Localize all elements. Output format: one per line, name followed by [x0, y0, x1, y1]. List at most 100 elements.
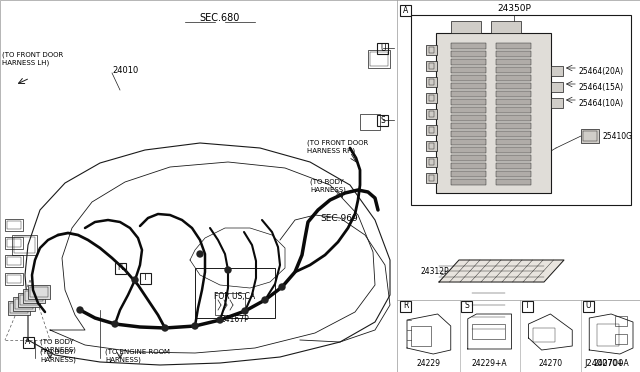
- Bar: [7, 239, 21, 247]
- Bar: [140, 273, 150, 283]
- Text: SEC.680: SEC.680: [200, 13, 240, 23]
- Bar: [426, 125, 437, 135]
- Circle shape: [279, 284, 285, 290]
- Bar: [429, 47, 434, 53]
- Bar: [581, 129, 599, 143]
- Bar: [429, 111, 434, 117]
- Bar: [360, 114, 380, 130]
- Bar: [551, 66, 563, 76]
- Bar: [583, 131, 597, 141]
- Bar: [496, 155, 531, 161]
- Bar: [496, 123, 531, 129]
- Bar: [551, 82, 563, 92]
- Bar: [411, 15, 631, 205]
- Bar: [7, 221, 21, 229]
- Bar: [461, 301, 472, 311]
- Text: 25464(10A): 25464(10A): [579, 99, 624, 108]
- Bar: [451, 123, 486, 129]
- Text: 24229: 24229: [417, 359, 441, 369]
- Bar: [496, 131, 531, 137]
- Bar: [429, 143, 434, 149]
- Circle shape: [132, 277, 138, 283]
- Bar: [30, 287, 48, 297]
- Bar: [496, 147, 531, 153]
- Bar: [451, 43, 486, 49]
- Bar: [451, 163, 486, 169]
- Text: 24167P: 24167P: [221, 315, 250, 324]
- Circle shape: [77, 307, 83, 313]
- Bar: [496, 115, 531, 121]
- Bar: [20, 295, 38, 305]
- Bar: [451, 155, 486, 161]
- Bar: [18, 293, 40, 307]
- Bar: [451, 75, 486, 81]
- Bar: [378, 115, 388, 125]
- Bar: [429, 63, 434, 69]
- Bar: [5, 219, 23, 231]
- Bar: [10, 303, 28, 313]
- Bar: [5, 255, 23, 267]
- Bar: [426, 93, 437, 103]
- Bar: [7, 257, 21, 265]
- Text: R: R: [403, 301, 409, 311]
- Bar: [451, 115, 486, 121]
- Circle shape: [112, 321, 118, 327]
- Text: A: A: [26, 337, 31, 346]
- Bar: [370, 52, 388, 66]
- Text: HARNESS RH): HARNESS RH): [307, 148, 355, 154]
- Bar: [451, 83, 486, 89]
- Bar: [496, 75, 531, 81]
- Text: S: S: [465, 301, 469, 311]
- Text: 24010: 24010: [112, 65, 138, 74]
- Bar: [496, 99, 531, 105]
- Bar: [551, 98, 563, 108]
- Text: HARNESS): HARNESS): [105, 357, 141, 363]
- Text: 25410G: 25410G: [603, 131, 633, 141]
- Bar: [451, 131, 486, 137]
- Bar: [429, 175, 434, 181]
- Bar: [23, 289, 45, 303]
- Bar: [368, 50, 390, 68]
- Bar: [5, 273, 23, 285]
- Bar: [616, 316, 627, 326]
- Bar: [451, 21, 481, 33]
- Text: 24270: 24270: [538, 359, 563, 369]
- Bar: [429, 127, 434, 133]
- Bar: [429, 95, 434, 101]
- Circle shape: [162, 325, 168, 331]
- Text: 24312P: 24312P: [421, 267, 450, 276]
- Bar: [426, 77, 437, 87]
- Bar: [496, 91, 531, 97]
- Bar: [5, 237, 23, 249]
- Text: J2400700: J2400700: [584, 359, 623, 369]
- Bar: [13, 297, 35, 311]
- Circle shape: [197, 251, 203, 257]
- Bar: [496, 163, 531, 169]
- Bar: [426, 45, 437, 55]
- Bar: [451, 59, 486, 65]
- Text: (TO ENGINE ROOM: (TO ENGINE ROOM: [105, 349, 170, 355]
- Text: U: U: [586, 301, 591, 311]
- Bar: [14, 237, 35, 253]
- Bar: [451, 147, 486, 153]
- Bar: [115, 263, 125, 273]
- Bar: [426, 157, 437, 167]
- Bar: [451, 171, 486, 177]
- Bar: [451, 51, 486, 57]
- Circle shape: [225, 267, 231, 273]
- Bar: [15, 299, 33, 309]
- Text: (TO BODY: (TO BODY: [310, 179, 344, 185]
- Bar: [436, 33, 551, 193]
- Bar: [401, 301, 412, 311]
- Bar: [597, 324, 619, 346]
- Bar: [616, 334, 627, 344]
- Text: 24270+A: 24270+A: [593, 359, 629, 369]
- Bar: [496, 67, 531, 73]
- Text: 25464(15A): 25464(15A): [579, 83, 624, 92]
- Bar: [534, 328, 556, 342]
- Bar: [451, 67, 486, 73]
- Bar: [496, 107, 531, 113]
- Text: (TO FRONT DOOR: (TO FRONT DOOR: [2, 52, 63, 58]
- Bar: [451, 91, 486, 97]
- Circle shape: [217, 317, 223, 323]
